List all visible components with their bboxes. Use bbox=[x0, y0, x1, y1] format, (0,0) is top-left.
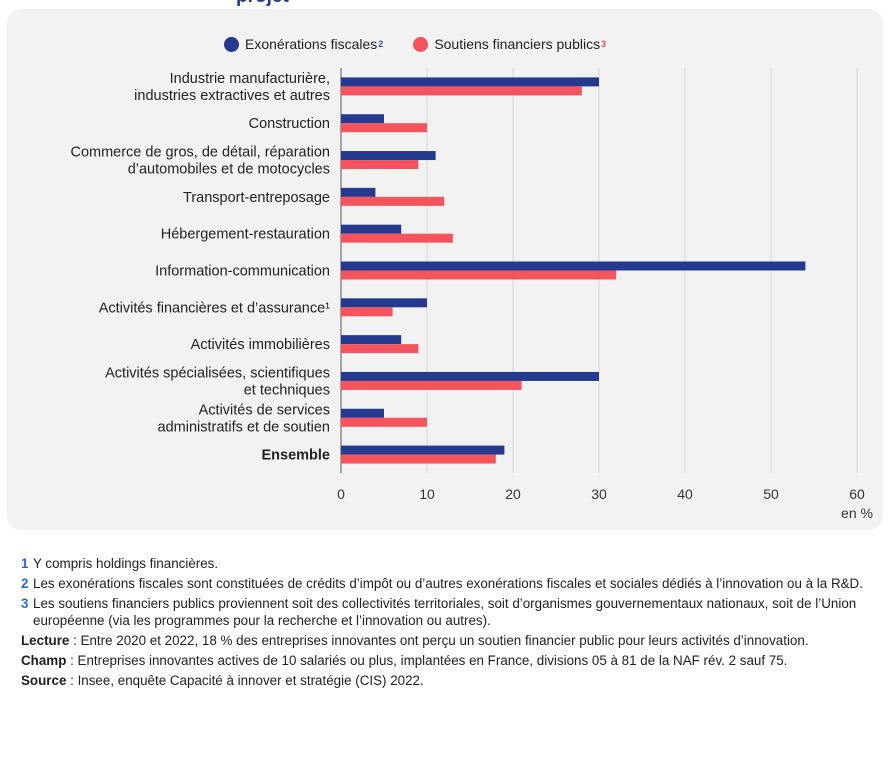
bar-exonerations bbox=[341, 224, 402, 234]
source-text: : Insee, enquête Capacité à innover et s… bbox=[66, 673, 424, 688]
category-label: industries extractives et autres bbox=[134, 88, 330, 104]
x-tick-label: 60 bbox=[849, 486, 865, 502]
source-paragraph: Source : Insee, enquête Capacité à innov… bbox=[21, 672, 871, 689]
legend-sup-soutiens: 3 bbox=[601, 39, 607, 49]
note-2-number: 2 bbox=[21, 576, 29, 591]
category-label: Industrie manufacturière, bbox=[170, 71, 330, 87]
bar-exonerations bbox=[341, 77, 599, 87]
bar-soutiens bbox=[341, 86, 582, 96]
champ-label: Champ bbox=[21, 653, 67, 668]
x-tick-label: 50 bbox=[763, 486, 779, 502]
bar-soutiens bbox=[341, 160, 419, 170]
legend-label-exonerations: Exonérations fiscales bbox=[245, 36, 378, 52]
bar-soutiens bbox=[341, 233, 453, 243]
category-label: Hébergement-restauration bbox=[161, 227, 330, 243]
bar-chart: 0 10 20 30 40 50 60 en % Industrie manufacturièr… bbox=[70, 68, 873, 521]
clipped-title: projet bbox=[0, 0, 890, 8]
bar-exonerations bbox=[341, 445, 505, 455]
legend: Exonérations fiscales 2 Soutiens financi… bbox=[224, 34, 636, 54]
legend-item-exonerations: Exonérations fiscales 2 bbox=[224, 36, 383, 52]
category-label: Activités financières et d’assurance¹ bbox=[99, 300, 330, 316]
category-label: Construction bbox=[249, 116, 330, 132]
legend-label-soutiens: Soutiens financiers publics bbox=[434, 36, 601, 52]
bar-exonerations bbox=[341, 371, 599, 381]
category-label: Transport-entreposage bbox=[183, 190, 330, 206]
bar-soutiens bbox=[341, 270, 617, 280]
category-label: Information-communication bbox=[155, 264, 330, 280]
bar-exonerations bbox=[341, 261, 806, 271]
champ-text: : Entreprises innovantes actives de 10 s… bbox=[66, 653, 788, 668]
legend-dot-exonerations bbox=[224, 36, 239, 52]
x-tick-label: 10 bbox=[419, 486, 435, 502]
note-1-number: 1 bbox=[21, 556, 29, 571]
bar-exonerations bbox=[341, 114, 384, 124]
bar-soutiens bbox=[341, 417, 427, 427]
source-label: Source bbox=[21, 673, 67, 688]
bar-soutiens bbox=[341, 344, 419, 354]
bar-soutiens bbox=[341, 196, 445, 206]
bar-exonerations bbox=[341, 298, 427, 308]
bar-exonerations bbox=[341, 408, 384, 418]
category-label: Commerce de gros, de détail, réparation bbox=[70, 145, 330, 161]
category-label: et techniques bbox=[244, 382, 330, 398]
bar-soutiens bbox=[341, 307, 393, 317]
x-unit-label: en % bbox=[841, 505, 873, 521]
note-3: 3 Les soutiens financiers publics provie… bbox=[21, 595, 871, 629]
bar-exonerations bbox=[341, 187, 376, 197]
category-label: Activités spécialisées, scientifiques bbox=[105, 365, 330, 381]
bar-soutiens bbox=[341, 123, 427, 133]
x-tick-label: 20 bbox=[505, 486, 521, 502]
lecture-paragraph: Lecture : Entre 2020 et 2022, 18 % des e… bbox=[21, 632, 871, 649]
lecture-text: : Entre 2020 et 2022, 18 % des entrepris… bbox=[69, 633, 809, 648]
x-tick-label: 0 bbox=[337, 486, 345, 502]
category-label: Ensemble bbox=[262, 448, 331, 464]
bar-soutiens bbox=[341, 380, 522, 390]
x-tick-label: 40 bbox=[677, 486, 693, 502]
lecture-label: Lecture bbox=[21, 633, 70, 648]
bar-exonerations bbox=[341, 151, 436, 161]
notes: 1 Y compris holdings financières. 2 Les … bbox=[21, 555, 871, 692]
legend-item-soutiens: Soutiens financiers publics 3 bbox=[413, 36, 606, 52]
note-2-text: Les exonérations fiscales sont constitué… bbox=[33, 576, 863, 591]
bar-exonerations bbox=[341, 335, 402, 345]
note-3-text: Les soutiens financiers publics provienn… bbox=[33, 596, 857, 628]
category-label: administratifs et de soutien bbox=[158, 419, 330, 435]
category-label: d’automobiles et de motocycles bbox=[128, 162, 330, 178]
category-label: Activités immobilières bbox=[191, 337, 330, 353]
champ-paragraph: Champ : Entreprises innovantes actives d… bbox=[21, 652, 871, 669]
note-1-text: Y compris holdings financières. bbox=[33, 556, 219, 571]
title-fragment: projet bbox=[236, 0, 289, 8]
bar-soutiens bbox=[341, 454, 496, 464]
note-1: 1 Y compris holdings financières. bbox=[21, 555, 871, 572]
note-2: 2 Les exonérations fiscales sont constit… bbox=[21, 575, 871, 592]
legend-dot-soutiens bbox=[413, 36, 429, 52]
category-label: Activités de services bbox=[199, 402, 330, 418]
legend-sup-exonerations: 2 bbox=[378, 39, 384, 49]
note-3-number: 3 bbox=[21, 596, 29, 611]
x-tick-label: 30 bbox=[591, 486, 607, 502]
